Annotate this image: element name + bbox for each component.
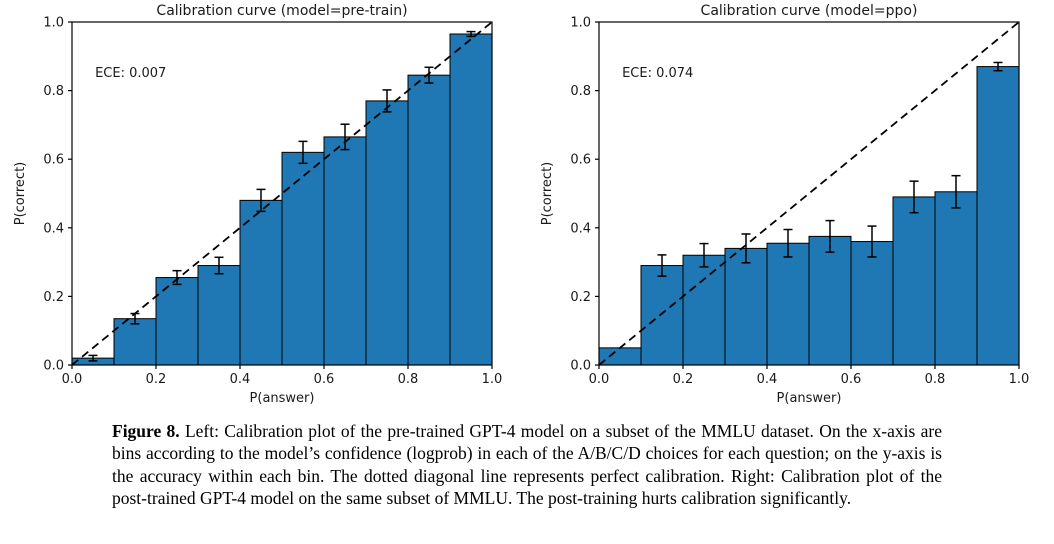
x-tick-label: 0.4: [230, 372, 251, 387]
chart-title: Calibration curve (model=pre-train): [156, 3, 407, 19]
x-axis-label: P(answer): [777, 391, 842, 406]
error-bar-bin-1: [657, 254, 667, 277]
bar-bin-6: [323, 136, 367, 366]
error-bar-bin-3: [214, 256, 224, 275]
error-bar-bin-9: [466, 30, 476, 38]
y-tick-label: 0.2: [43, 290, 64, 305]
error-bar-bin-6: [340, 123, 350, 151]
error-bar-bin-7: [382, 89, 392, 113]
bar-bin-5: [281, 151, 325, 366]
error-bar-bin-3: [741, 233, 751, 264]
y-tick-label: 0.0: [570, 359, 591, 374]
x-tick-label: 0.6: [841, 372, 862, 387]
bar-bin-3: [197, 265, 241, 366]
y-tick-label: 1.0: [570, 16, 591, 31]
bar-bin-5: [808, 235, 852, 366]
error-bar-bin-7: [909, 180, 919, 214]
x-tick-label: 1.0: [482, 372, 503, 387]
error-bar-bin-8: [424, 66, 434, 84]
error-bar-bin-2: [172, 269, 182, 286]
x-tick-label: 0.4: [757, 372, 778, 387]
y-tick-label: 0.2: [570, 290, 591, 305]
y-tick-label: 0.4: [570, 221, 591, 236]
error-bar-bin-9: [993, 61, 1003, 72]
bar-bin-4: [766, 242, 810, 366]
bar-bin-9: [449, 33, 493, 366]
x-tick-label: 0.8: [925, 372, 946, 387]
error-bar-bin-0: [88, 354, 98, 362]
x-tick-label: 0.0: [589, 372, 610, 387]
x-tick-label: 1.0: [1009, 372, 1030, 387]
y-tick-label: 0.8: [43, 84, 64, 99]
y-tick-label: 0.6: [570, 153, 591, 168]
chart-title: Calibration curve (model=ppo): [701, 3, 918, 19]
bar-bin-3: [724, 247, 768, 366]
bar-bin-6: [850, 241, 894, 366]
error-bar-bin-4: [256, 188, 266, 213]
error-bar-bin-1: [130, 312, 140, 325]
y-tick-label: 0.4: [43, 221, 64, 236]
axes-box: [71, 21, 493, 366]
bar-bin-0: [598, 347, 642, 366]
y-tick-label: 0.0: [43, 359, 64, 374]
ece-annotation: ECE: 0.074: [622, 66, 693, 81]
bar-bin-2: [155, 277, 199, 366]
error-bar-bin-6: [867, 225, 877, 258]
bar-bin-2: [682, 254, 726, 366]
bar-bin-1: [113, 318, 157, 366]
error-bar-bin-8: [951, 174, 961, 209]
x-tick-label: 0.2: [673, 372, 694, 387]
bar-bin-8: [407, 74, 451, 366]
bar-bin-1: [640, 265, 684, 366]
x-tick-label: 0.2: [146, 372, 167, 387]
bar-bin-7: [892, 196, 936, 366]
figure-caption: Figure 8. Left: Calibration plot of the …: [112, 420, 942, 509]
x-tick-label: 0.8: [398, 372, 419, 387]
ece-annotation: ECE: 0.007: [95, 66, 166, 81]
calibration-chart-ppo: 0.0 0.2 0.4 0.6 0.8 1.0 0.0 0.2 0.4 0.6 0.8 1.0 Cali…: [527, 0, 1054, 412]
bar-bin-4: [239, 199, 283, 366]
y-axis-label: P(correct): [540, 162, 555, 226]
axes-box: [598, 21, 1020, 366]
figure-caption-label: Figure 8.: [112, 421, 180, 441]
figure-caption-text: Left: Calibration plot of the pre-traine…: [112, 421, 942, 508]
charts-row: 0.0 0.2 0.4 0.6 0.8 1.0 0.0 0.2 0.4 0.6 0.8 1.0 Cali…: [0, 0, 1054, 412]
error-bar-bin-5: [825, 219, 835, 253]
calibration-chart-pretrain: 0.0 0.2 0.4 0.6 0.8 1.0 0.0 0.2 0.4 0.6 0.8 1.0 Cali…: [0, 0, 527, 412]
bar-bin-8: [934, 191, 978, 366]
bar-bin-9: [976, 66, 1020, 366]
calibration-chart-ppo-svg: 0.0 0.2 0.4 0.6 0.8 1.0 0.0 0.2 0.4 0.6 0.8 1.0 Cali…: [540, 3, 1030, 406]
error-bar-bin-2: [699, 242, 709, 268]
error-bar-bin-5: [298, 140, 308, 165]
bar-bin-7: [365, 100, 409, 366]
x-tick-label: 0.6: [314, 372, 335, 387]
calibration-chart-pretrain-svg: 0.0 0.2 0.4 0.6 0.8 1.0 0.0 0.2 0.4 0.6 0.8 1.0 Cali…: [13, 3, 503, 406]
y-tick-label: 1.0: [43, 16, 64, 31]
y-axis-label: P(correct): [13, 162, 28, 226]
y-tick-label: 0.8: [570, 84, 591, 99]
y-tick-label: 0.6: [43, 153, 64, 168]
x-tick-label: 0.0: [62, 372, 83, 387]
error-bar-bin-4: [783, 228, 793, 258]
x-axis-label: P(answer): [250, 391, 315, 406]
